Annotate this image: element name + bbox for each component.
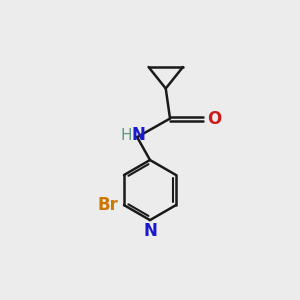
Text: H: H <box>121 128 132 143</box>
Text: Br: Br <box>98 196 119 214</box>
Text: N: N <box>144 221 158 239</box>
Text: N: N <box>132 126 145 144</box>
Text: O: O <box>207 110 221 128</box>
